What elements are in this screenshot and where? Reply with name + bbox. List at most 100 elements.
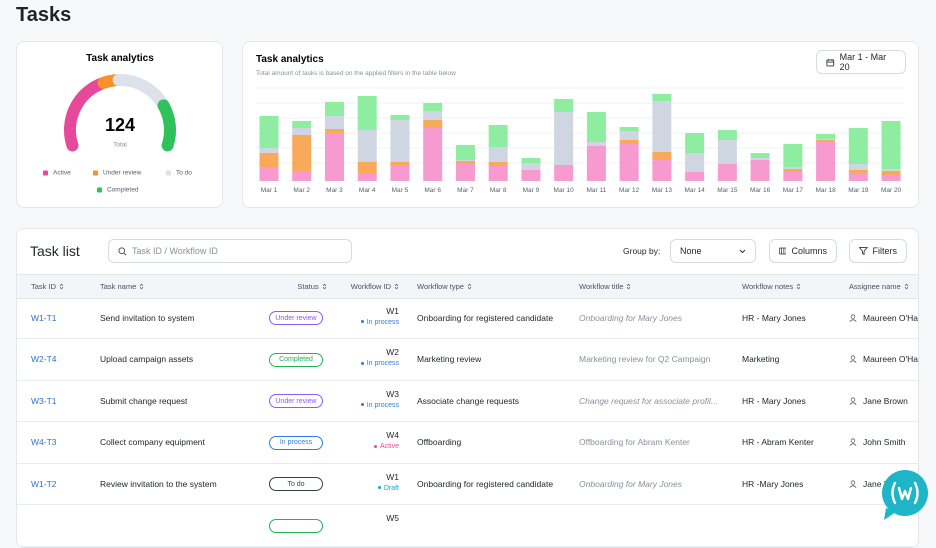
assignee-name: Jane B <box>863 478 890 489</box>
column-header[interactable]: Task ID <box>31 282 64 291</box>
user-icon <box>849 355 857 363</box>
assignee-name: Maureen O'Har <box>863 354 919 364</box>
row-divider <box>17 545 918 547</box>
workflow-notes: HR - Mary Jones <box>742 395 806 406</box>
workflow-state: Draft <box>317 485 399 492</box>
date-range: Mar 1 - Mar 20 <box>839 52 887 72</box>
workflow-type: Offboarding <box>417 437 462 447</box>
chat-tail <box>884 508 896 520</box>
columns-button[interactable]: Columns <box>769 239 837 263</box>
workflow-notes: HR - Mary Jones <box>742 312 806 323</box>
sort-arrows <box>627 283 631 290</box>
workflow-state: In process <box>317 319 399 326</box>
workflow-id: W4 <box>386 430 399 440</box>
row-divider <box>17 379 918 381</box>
user-icon <box>849 396 857 405</box>
column-header[interactable]: Assignee name <box>849 282 909 291</box>
user-icon <box>849 313 857 322</box>
task-id: W1-T1 <box>31 312 57 323</box>
workflow-title: Onboarding for Mary Jones <box>579 478 682 489</box>
sort-icon[interactable] <box>139 283 144 290</box>
group-by-select[interactable]: None <box>670 239 756 263</box>
status-pill: Under review <box>269 311 323 325</box>
task-list-card: Task list Task ID / Workflow ID Group by… <box>16 228 919 548</box>
sort-arrows <box>59 283 64 290</box>
filters-button[interactable]: Filters <box>849 239 907 263</box>
chevron <box>739 249 746 253</box>
task-id: W4-T3 <box>31 437 57 447</box>
date-range-button[interactable]: Mar 1 - Mar 20 <box>816 50 906 74</box>
state-dot <box>373 444 377 448</box>
workflow-title: Onboarding for Mary Jones <box>579 312 682 323</box>
state-label: Draft <box>383 484 399 492</box>
sort-icon[interactable] <box>322 283 327 290</box>
user-head <box>850 313 856 319</box>
user-body <box>849 484 857 488</box>
user-icon <box>849 438 857 446</box>
column-header[interactable]: Task name <box>100 282 144 291</box>
filter-icon <box>859 247 868 255</box>
user-head <box>850 396 856 402</box>
workflow-notes: HR - Abram Kenter <box>742 437 814 447</box>
status-pill <box>269 518 323 533</box>
workflow-state: In process <box>317 402 399 409</box>
sort-icon[interactable] <box>59 283 64 290</box>
task-table: Task ID Task name Status Workflow ID Workflo… <box>17 274 919 547</box>
table-header <box>17 274 918 299</box>
task-name: Review invitation to the system <box>100 478 217 489</box>
sort-icon[interactable] <box>796 283 801 290</box>
sort-arrows <box>139 283 144 290</box>
sort-arrows <box>904 283 908 290</box>
filters-label: Filters <box>872 246 898 256</box>
column-header[interactable]: Status <box>269 282 355 291</box>
sort-arrows <box>796 283 801 290</box>
state-label: In process <box>366 360 399 367</box>
task-name: Collect company equipment <box>100 437 205 447</box>
assignee-name: John Smith <box>863 437 906 447</box>
workflow-notes: Marketing <box>742 354 780 364</box>
gauge-card <box>16 41 223 208</box>
column-label: Status <box>297 282 319 291</box>
task-list-title: Task list <box>30 243 80 259</box>
task-name: Send invitation to system <box>100 312 195 323</box>
column-header[interactable]: Workflow title <box>579 282 631 291</box>
workflow-title: Change request for associate profil... <box>579 395 718 406</box>
workflow-id: W2 <box>386 347 399 357</box>
state-label: In process <box>366 401 399 409</box>
workflow-id: W5 <box>386 513 399 523</box>
column-label: Task ID <box>31 282 57 291</box>
column-label: Workflow title <box>579 282 624 291</box>
column-header[interactable]: Workflow notes <box>742 282 801 291</box>
column-header[interactable]: Workflow type <box>417 282 472 291</box>
page-title: Tasks <box>16 4 72 26</box>
status-pill: Under review <box>269 394 323 408</box>
column-label: Workflow type <box>417 282 464 291</box>
sort-icon[interactable] <box>626 283 631 290</box>
state-dot <box>360 403 364 407</box>
state-label: Active <box>379 443 399 450</box>
sort-icon[interactable] <box>904 283 909 290</box>
sort-icon[interactable] <box>467 283 472 290</box>
column-label: Workflow notes <box>742 282 794 291</box>
workflow-state: In process <box>317 360 399 367</box>
status-pill: Completed <box>269 352 323 367</box>
state-dot <box>360 361 364 365</box>
chat-widget[interactable] <box>880 468 932 522</box>
assignee-name: Maureen O'Har <box>863 312 919 323</box>
assignee-name: Jane Brown <box>863 395 908 406</box>
user-head <box>850 355 856 360</box>
workflow-id: W1 <box>386 305 399 316</box>
search-input[interactable]: Task ID / Workflow ID <box>108 239 352 263</box>
workflow-type: Onboarding for registered candidate <box>417 478 554 489</box>
workflow-state: Active <box>317 443 399 450</box>
workflow-title: Marketing review for Q2 Campaign <box>579 354 711 364</box>
row-divider <box>17 338 918 339</box>
sort-icon[interactable] <box>394 283 399 290</box>
status-pill: To do <box>269 477 323 491</box>
workflow-title: Offboarding for Abram Kenter <box>579 437 690 447</box>
workflow-type: Associate change requests <box>417 395 520 406</box>
column-header[interactable]: Workflow ID <box>327 282 399 291</box>
calendar-icon <box>826 58 835 66</box>
user-body <box>849 360 857 363</box>
search-placeholder: Task ID / Workflow ID <box>132 246 218 256</box>
